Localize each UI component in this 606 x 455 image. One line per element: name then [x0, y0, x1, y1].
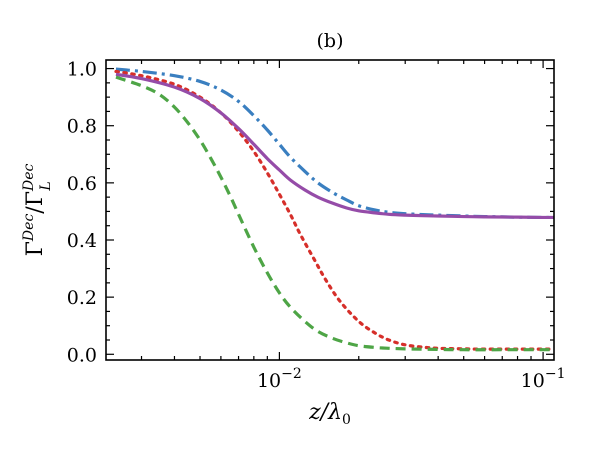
x-tick-label: 10−2	[257, 366, 302, 392]
plot-area	[114, 67, 554, 352]
tick-label-layer: 0.0 0.2 0.4 0.6 0.8 1.0 10−2 10−1	[67, 59, 566, 392]
y-tick-label: 0.6	[67, 173, 97, 195]
series-line-green-dashed	[115, 75, 554, 352]
chart-title: (b)	[317, 30, 344, 52]
series-line-purple-solid	[115, 72, 554, 220]
y-tick-label: 0.8	[67, 116, 97, 138]
y-tick-label: 0.0	[67, 344, 97, 366]
x-tick-label: 10−1	[521, 366, 566, 392]
y-tick-label: 1.0	[67, 59, 97, 81]
y-tick-label: 0.2	[67, 287, 97, 309]
y-tick-label: 0.4	[67, 230, 97, 252]
series-layer	[114, 67, 554, 352]
plot-frame	[105, 59, 555, 361]
